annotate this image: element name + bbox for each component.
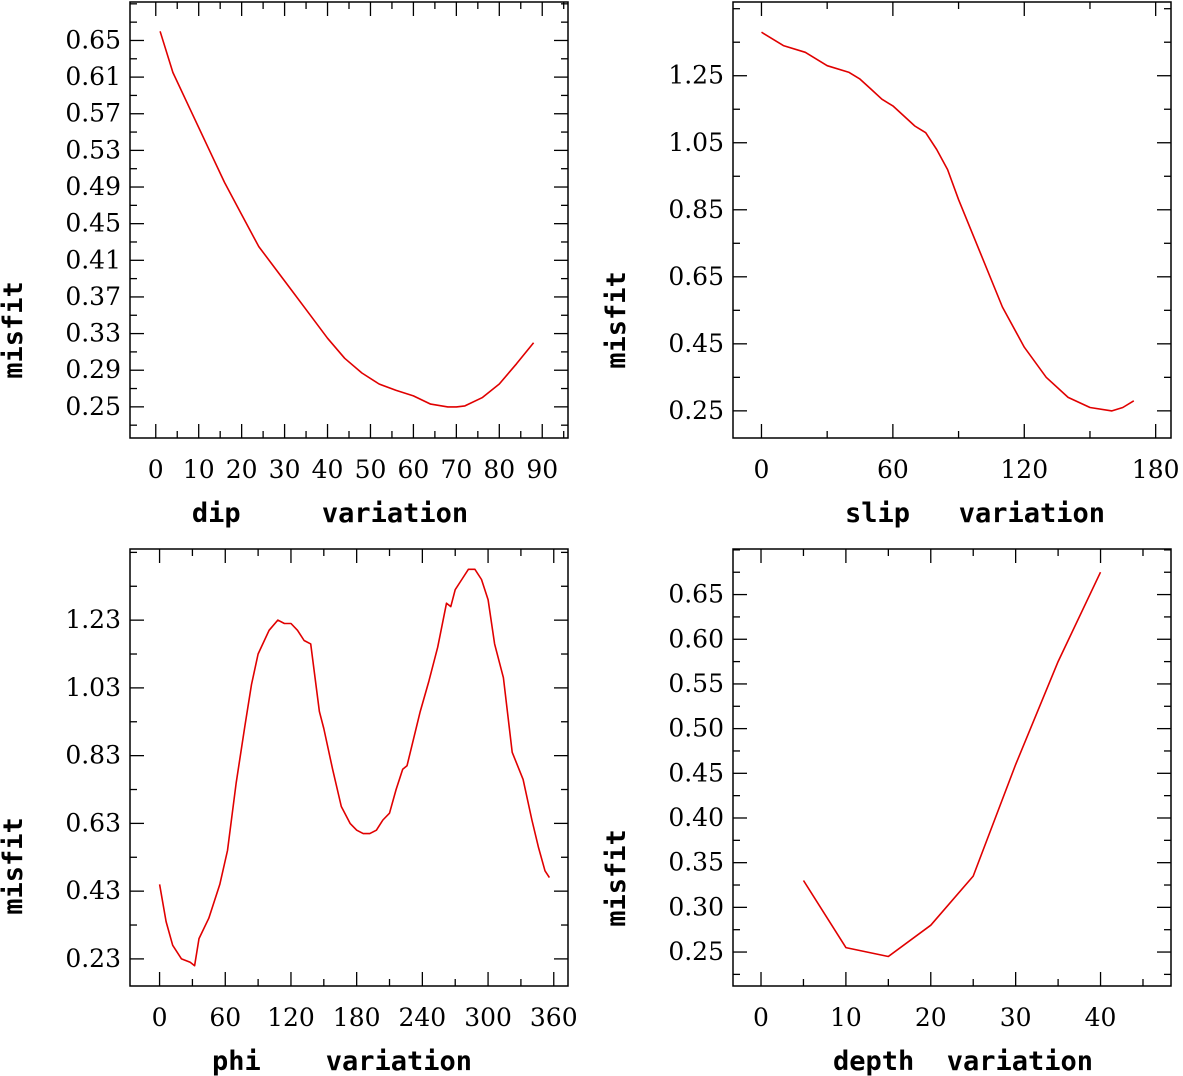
series-line-phi	[158, 568, 551, 967]
y-tick-label: 0.65	[668, 580, 724, 609]
x-tick-label: 300	[464, 1003, 512, 1032]
y-tick-label: 0.83	[65, 741, 121, 770]
y-tick-label: 0.33	[65, 319, 121, 348]
y-tick-label: 0.65	[65, 25, 121, 54]
y-tick-label: 0.35	[668, 848, 724, 877]
x-axis-label: depth variation	[833, 1046, 1093, 1076]
y-axis-label: misfit	[0, 817, 29, 915]
y-tick-label: 0.50	[668, 714, 724, 743]
y-tick-label: 0.85	[668, 195, 724, 224]
plot-frame	[732, 548, 1172, 987]
y-tick-label: 0.23	[65, 944, 121, 973]
x-tick-label: 30	[269, 455, 301, 484]
chart-panel-dip: 0.25 0.29 0.33 0.37 0.41 0.45 0.49 0.53 0.57 0.61…	[0, 1, 569, 529]
x-tick-label: 0	[754, 455, 770, 484]
x-tick-label: 120	[1000, 455, 1048, 484]
series-line-depth	[802, 571, 1102, 958]
x-tick-label: 0	[148, 455, 164, 484]
series-line-slip	[761, 31, 1135, 412]
plot-frame	[732, 1, 1172, 439]
x-tick-label: 0	[152, 1003, 168, 1032]
x-axis-label: phi variation	[212, 1046, 472, 1076]
y-tick-label: 0.29	[65, 355, 121, 384]
y-tick-label: 0.57	[65, 99, 121, 128]
chart-panel-slip: 0.25 0.45 0.65 0.85 1.05 1.25 0 60 120 180 slip va…	[601, 1, 1180, 529]
x-tick-label: 180	[1132, 455, 1180, 484]
x-tick-label: 60	[209, 1003, 241, 1032]
y-tick-label: 1.03	[65, 673, 121, 702]
y-tick-label: 1.05	[668, 128, 724, 157]
x-tick-label: 0	[753, 1003, 769, 1032]
y-tick-label: 0.37	[65, 282, 121, 311]
y-tick-label: 0.40	[668, 803, 724, 832]
y-tick-label: 0.30	[668, 892, 724, 921]
x-tick-label: 70	[440, 455, 472, 484]
y-tick-label: 0.55	[668, 669, 724, 698]
x-tick-label: 10	[830, 1003, 862, 1032]
x-tick-label: 360	[530, 1003, 578, 1032]
x-tick-label: 180	[333, 1003, 381, 1032]
y-axis-label: misfit	[0, 281, 29, 379]
x-tick-label: 10	[183, 455, 215, 484]
y-tick-label: 1.23	[65, 605, 121, 634]
y-tick-label: 0.49	[65, 172, 121, 201]
x-axis-label: slip variation	[845, 498, 1105, 529]
y-tick-label: 1.25	[668, 61, 724, 90]
x-tick-label: 90	[526, 455, 558, 484]
y-axis-label: misfit	[601, 271, 632, 369]
y-tick-label: 0.61	[65, 62, 121, 91]
y-tick-label: 0.45	[668, 329, 724, 358]
x-axis-label: dip variation	[192, 498, 468, 529]
x-tick-label: 40	[312, 455, 344, 484]
y-tick-label: 0.43	[65, 876, 121, 905]
series-line-dip	[159, 31, 535, 408]
y-tick-label: 0.45	[65, 209, 121, 238]
x-tick-label: 240	[399, 1003, 447, 1032]
x-tick-label: 30	[1000, 1003, 1032, 1032]
y-tick-label: 0.60	[668, 624, 724, 653]
x-tick-label: 20	[226, 455, 258, 484]
x-tick-label: 80	[483, 455, 515, 484]
y-axis-label: misfit	[601, 829, 632, 927]
y-tick-label: 0.53	[65, 135, 121, 164]
x-tick-label: 40	[1085, 1003, 1117, 1032]
y-tick-label: 0.65	[668, 262, 724, 291]
y-tick-label: 0.25	[668, 937, 724, 966]
x-tick-label: 60	[398, 455, 430, 484]
x-tick-label: 50	[355, 455, 387, 484]
plot-frame	[129, 1, 569, 439]
y-tick-label: 0.41	[65, 245, 121, 274]
x-tick-label: 120	[267, 1003, 315, 1032]
y-tick-label: 0.25	[65, 392, 121, 421]
y-tick-label: 0.25	[668, 396, 724, 425]
y-tick-label: 0.63	[65, 808, 121, 837]
y-tick-label: 0.45	[668, 758, 724, 787]
x-tick-label: 60	[877, 455, 909, 484]
plot-frame	[129, 548, 569, 987]
x-tick-label: 20	[915, 1003, 947, 1032]
chart-panel-phi: 0.23 0.43 0.63 0.83 1.03 1.23 0 60 120 180 240 300 3…	[0, 548, 578, 1076]
chart-panel-depth: 0.25 0.30 0.35 0.40 0.45 0.50 0.55 0.60 0.65 0 10 2…	[601, 548, 1172, 1076]
